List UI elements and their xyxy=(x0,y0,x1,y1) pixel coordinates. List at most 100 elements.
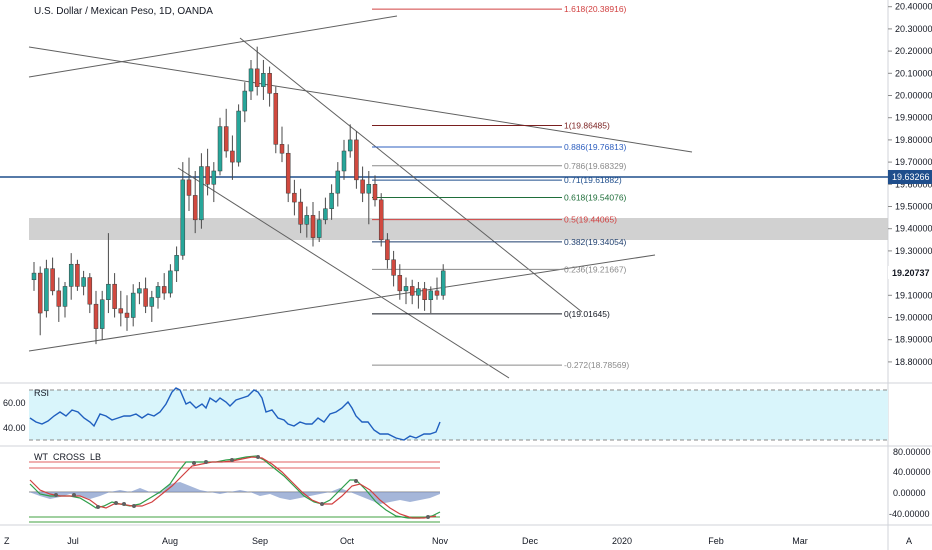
candle xyxy=(366,170,372,225)
candle xyxy=(112,273,117,318)
candle-body xyxy=(354,139,359,181)
trendline-descending-long[interactable] xyxy=(28,46,693,153)
candle xyxy=(180,162,186,260)
candle xyxy=(223,108,229,158)
candle xyxy=(267,66,272,107)
fib-level-label: 1.618(20.38916) xyxy=(564,4,627,14)
candle xyxy=(99,290,105,340)
candle xyxy=(254,46,260,96)
candle xyxy=(143,277,148,314)
candle xyxy=(217,117,223,176)
candle-body xyxy=(304,215,310,225)
candle-body xyxy=(180,179,186,256)
wt2-line xyxy=(29,456,437,519)
candle xyxy=(50,257,55,296)
candle-body xyxy=(112,283,117,309)
candle-body xyxy=(236,110,241,163)
candle xyxy=(56,277,62,322)
time-axis-label: 2020 xyxy=(612,536,632,546)
wt-cross-pane[interactable]: WT_CROSS_LB xyxy=(29,452,441,523)
candles xyxy=(31,46,446,345)
candle xyxy=(118,290,124,327)
candle-body xyxy=(397,275,403,292)
candle-body xyxy=(329,192,334,209)
candle-body xyxy=(211,170,217,185)
price-tick-label: 20.30000 xyxy=(895,24,932,34)
candle xyxy=(434,277,440,300)
price-tick-label: 19.30000 xyxy=(895,246,932,256)
auto-scale-button[interactable]: A xyxy=(906,536,912,546)
price-axis[interactable]: 20.40000 20.30000 20.20000 20.10000 20.00000… xyxy=(888,2,932,367)
wt-cross-dot xyxy=(132,504,136,508)
price-tick-label: 19.00000 xyxy=(895,313,932,323)
price-pane[interactable] xyxy=(0,0,888,382)
trendline-channel-lower[interactable] xyxy=(177,167,510,379)
candle-body xyxy=(81,277,86,287)
candle-body xyxy=(223,126,229,152)
rsi-label: RSI xyxy=(34,388,49,398)
candle-body xyxy=(440,270,446,296)
rsi-tick-60: 60.00 xyxy=(3,398,26,408)
candle xyxy=(199,153,204,229)
candle-body xyxy=(372,184,378,201)
candle-body xyxy=(230,150,235,163)
wt-tick-80: 80.00000 xyxy=(893,447,931,457)
fib-retracement[interactable]: 1.618(20.38916) 1(19.86485) 0.886(19.76813… xyxy=(372,4,629,370)
candle xyxy=(329,184,334,220)
candle xyxy=(323,197,328,225)
candle-body xyxy=(242,90,248,112)
candle xyxy=(130,284,136,327)
candle-body xyxy=(254,68,260,87)
current-price-tag-bg xyxy=(888,266,932,279)
fib-level-label: 0.618(19.54076) xyxy=(564,192,627,202)
fib-level-label: 0.236(19.21667) xyxy=(564,264,627,274)
fib-level-label: 1(19.86485) xyxy=(564,121,610,131)
trendline-upper-resistance[interactable] xyxy=(28,15,398,78)
time-axis[interactable]: Jul Aug Sep Oct Nov Dec 2020 Feb Mar xyxy=(67,536,808,546)
candle xyxy=(44,259,49,318)
candle-body xyxy=(186,179,192,196)
candle-body xyxy=(137,288,142,294)
price-tick-label: 19.60000 xyxy=(895,179,932,189)
candle xyxy=(354,131,359,189)
time-axis-label: Sep xyxy=(252,536,268,546)
candle xyxy=(422,281,427,311)
price-tick-label: 20.20000 xyxy=(895,46,932,56)
trendline-channel-upper[interactable] xyxy=(239,37,583,313)
time-axis-label: Jul xyxy=(67,536,79,546)
wt-tick-40: 40.00000 xyxy=(893,467,931,477)
candle xyxy=(248,59,254,100)
symbol-title: U.S. Dollar / Mexican Peso, 1D, OANDA xyxy=(34,6,213,17)
rsi-pane[interactable]: RSI xyxy=(29,387,888,441)
wt-cross-dot xyxy=(320,502,324,506)
zoom-button[interactable]: Z xyxy=(4,536,10,546)
candle-body xyxy=(75,263,80,287)
candle-body xyxy=(106,283,111,300)
candle-body xyxy=(285,152,291,194)
candle xyxy=(347,124,353,158)
candle-body xyxy=(161,286,167,294)
candle xyxy=(93,290,99,345)
candle xyxy=(192,170,198,234)
candle-body xyxy=(298,201,303,225)
candle xyxy=(335,162,341,207)
candle xyxy=(31,262,37,291)
candle-body xyxy=(87,277,93,305)
wt-cross-dot xyxy=(256,455,260,459)
candle-body xyxy=(261,73,266,87)
price-tick-label: 20.40000 xyxy=(895,2,932,12)
candle xyxy=(440,264,446,300)
candle-body xyxy=(335,170,341,194)
candle xyxy=(360,166,365,203)
trendline-ascending-support[interactable] xyxy=(28,254,656,352)
candle xyxy=(174,246,179,282)
candle-body xyxy=(434,290,440,296)
wt-cross-dot xyxy=(230,458,234,462)
candle-body xyxy=(360,179,365,194)
sr-zone[interactable] xyxy=(29,218,888,240)
candle-body xyxy=(124,312,130,318)
price-tick-label: 19.50000 xyxy=(895,202,932,212)
candle xyxy=(81,270,86,296)
candle xyxy=(37,266,43,336)
